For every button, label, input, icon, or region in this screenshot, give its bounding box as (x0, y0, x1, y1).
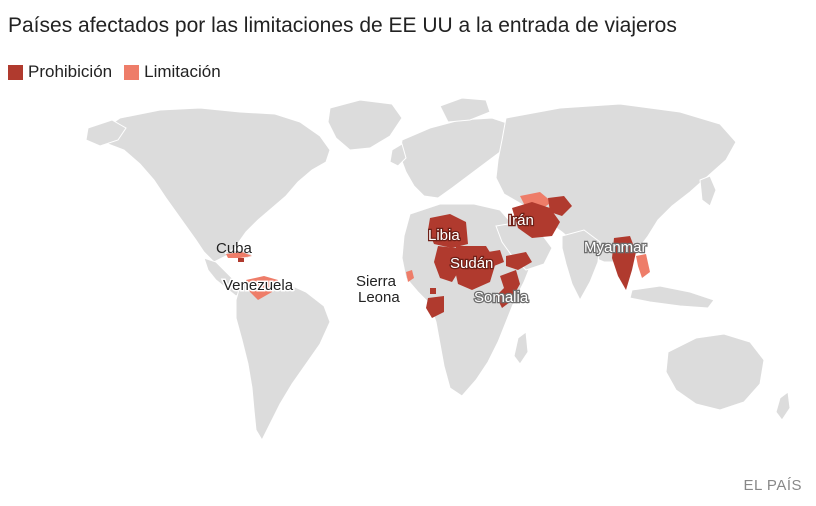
map-title: Países afectados por las limitaciones de… (8, 14, 677, 37)
legend-swatch-limitacion (124, 64, 140, 80)
uk (389, 143, 407, 167)
europe (399, 117, 515, 199)
country-sierra-leona (406, 270, 414, 282)
country-iran (512, 202, 560, 238)
madagascar (513, 331, 529, 365)
legend-label-prohibicion: Prohibición (28, 62, 113, 81)
label-sierra-leona-line2: Leona (358, 289, 400, 306)
scandinavia (439, 97, 491, 123)
se-asia-islands (629, 285, 715, 309)
australia (665, 333, 765, 411)
label-iran: Irán (508, 212, 534, 229)
country-afganistan (548, 196, 572, 216)
alaska (85, 119, 127, 147)
south-america (235, 275, 331, 442)
country-yemen (506, 252, 532, 270)
country-myanmar (612, 236, 636, 290)
label-myanmar: Myanmar (584, 239, 647, 256)
legend-item-prohibicion: Prohibición (8, 62, 112, 82)
legend: Prohibición Limitación (8, 62, 233, 82)
label-venezuela: Venezuela (223, 277, 294, 294)
greenland (327, 99, 403, 151)
country-laos (636, 254, 650, 278)
label-libia: Libia (428, 227, 460, 244)
label-sierra-leona-line1: Sierra (356, 273, 397, 290)
country-guinea-ecuatorial (430, 288, 436, 294)
legend-swatch-prohibicion (8, 64, 23, 80)
country-haiti (238, 258, 244, 262)
land-masses (85, 97, 791, 442)
country-somalia (496, 270, 520, 308)
credit-el-pais: EL PAÍS (743, 477, 802, 494)
country-congo (426, 296, 444, 318)
label-sudan: Sudán (450, 255, 493, 272)
prohibition-countries (238, 196, 636, 318)
north-america (95, 107, 331, 263)
country-chad (434, 246, 462, 282)
legend-label-limitacion: Limitación (144, 62, 221, 81)
country-cuba (226, 252, 252, 258)
label-cuba: Cuba (216, 240, 253, 257)
india (561, 229, 601, 302)
country-sudan (454, 246, 496, 290)
country-venezuela (246, 276, 278, 300)
japan (699, 175, 717, 207)
new-zealand (775, 391, 791, 421)
legend-item-limitacion: Limitación (124, 62, 221, 82)
country-eritrea (488, 250, 504, 266)
country-libia (428, 214, 468, 248)
label-somalia: Somalia (474, 289, 529, 306)
country-labels: Cuba Venezuela Sierra Leona Libia Sudán … (216, 211, 648, 308)
